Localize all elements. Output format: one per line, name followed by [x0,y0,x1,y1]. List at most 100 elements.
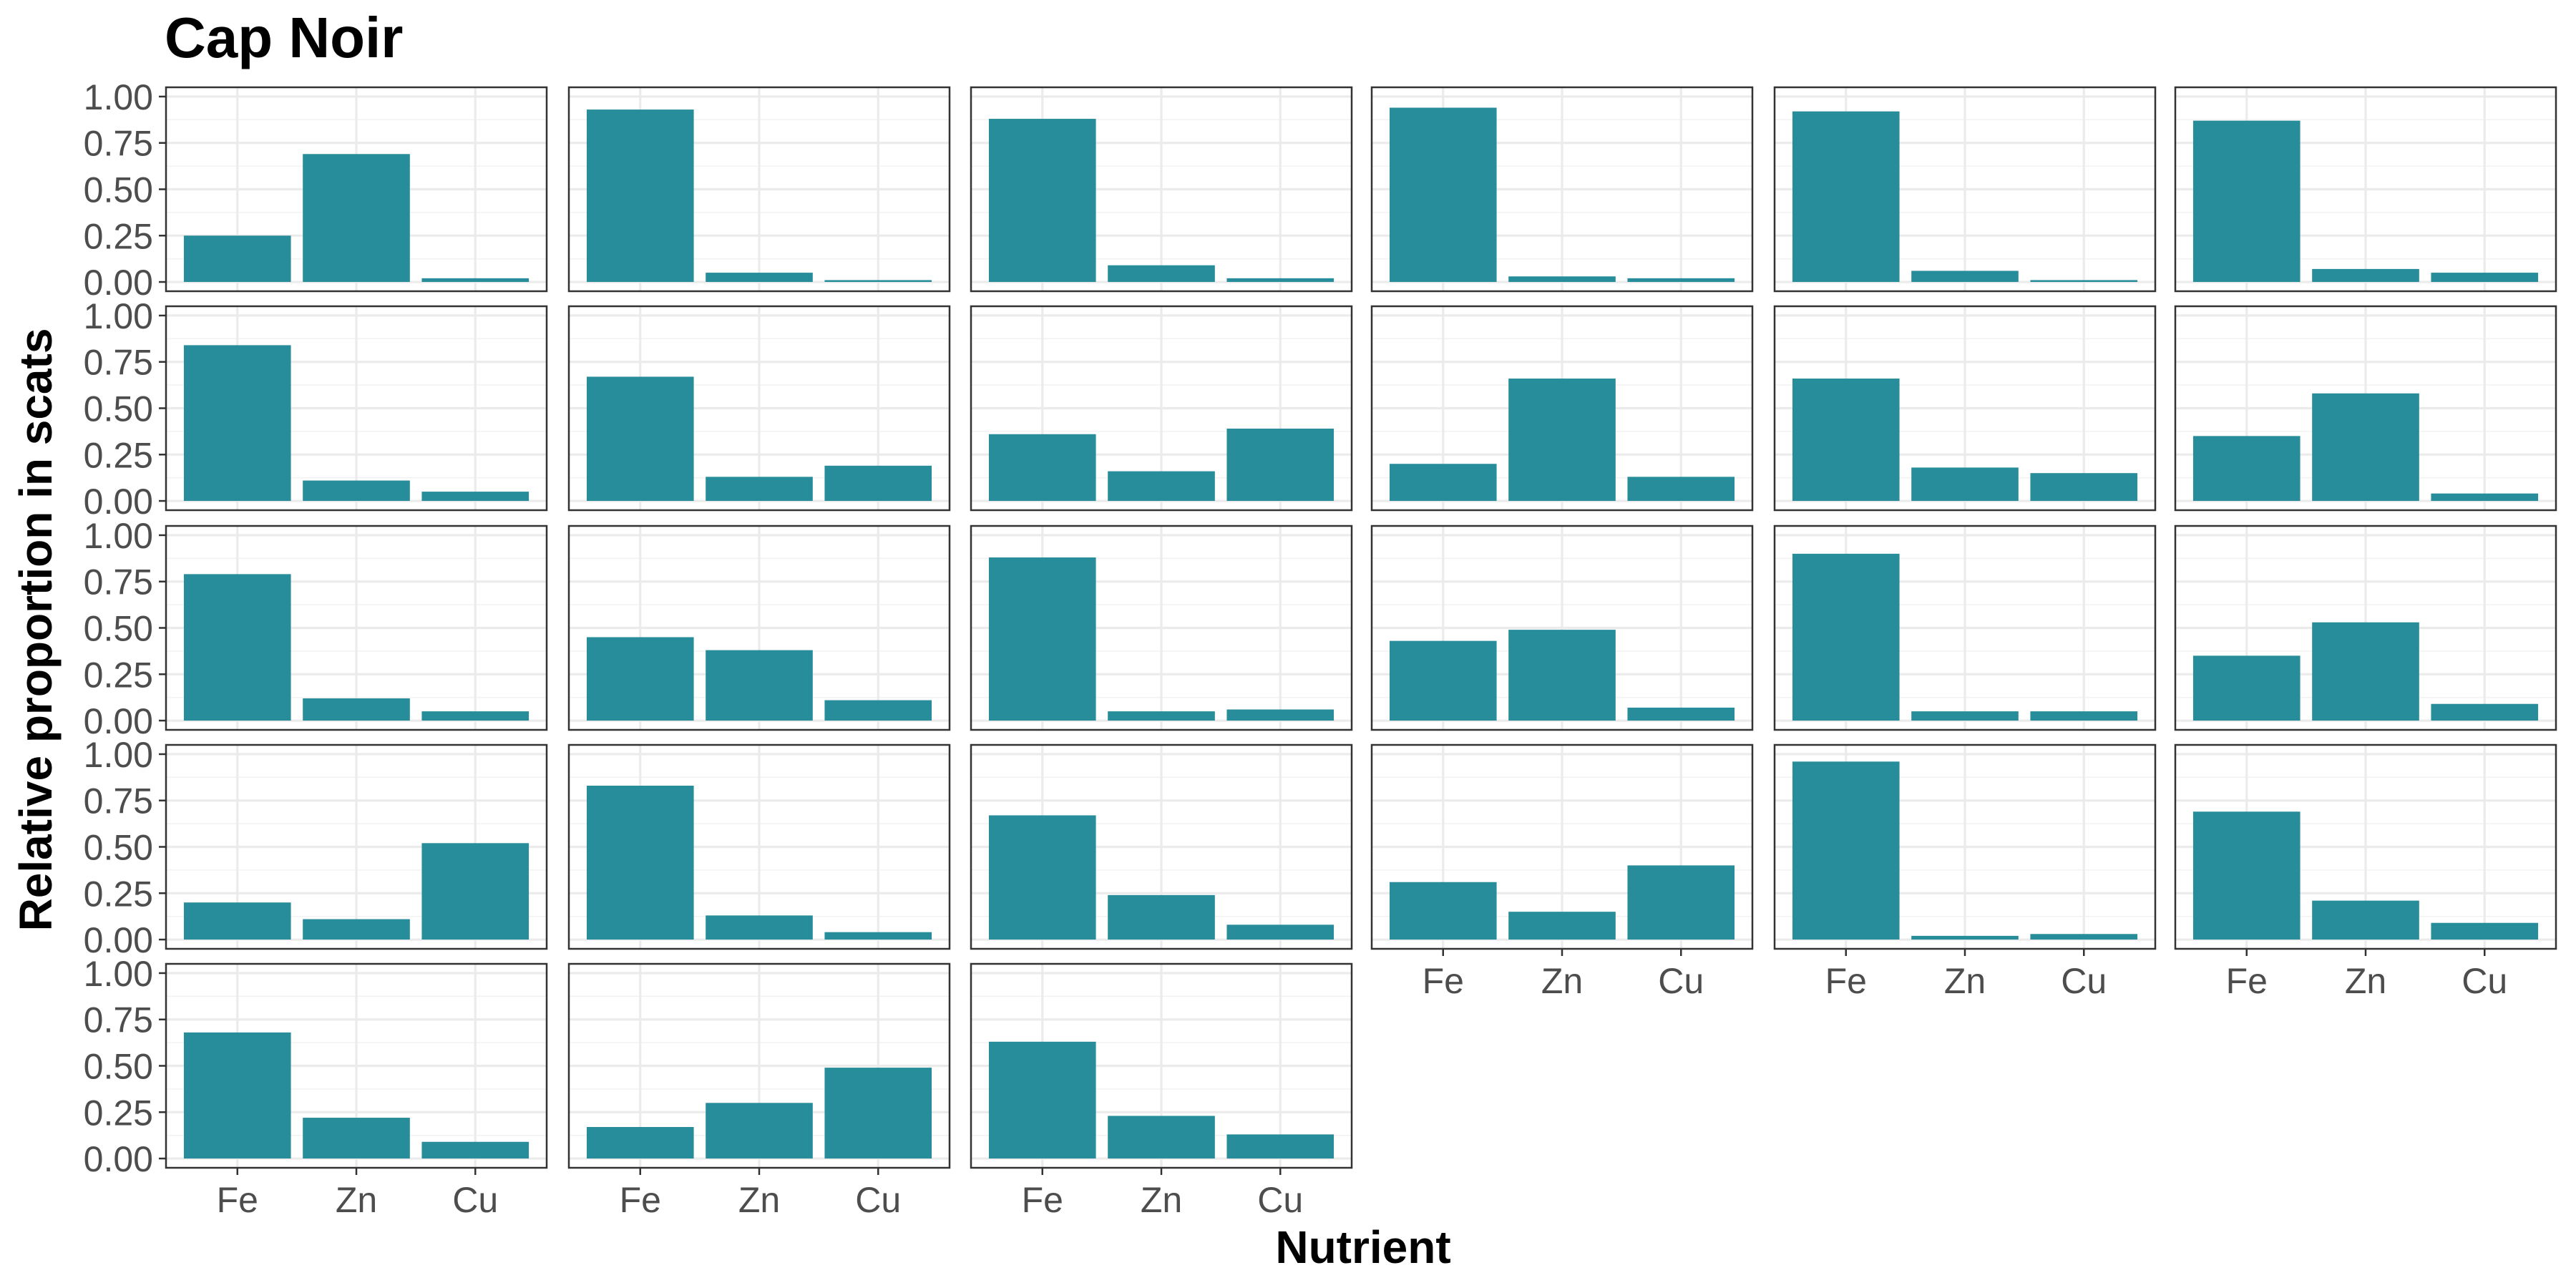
bar-cu [1226,924,1335,940]
panel-27: Fe Zn Cu [970,962,1353,1220]
x-tick-label: Fe [217,1180,258,1220]
facet-panels: 0.000.250.500.751.000.000.250.500.751.00… [84,77,2557,1220]
bar-zn [706,273,813,283]
y-tick-label: 0.25 [84,435,153,475]
bar-fe [2192,655,2301,721]
panel-20 [567,743,951,950]
y-tick-label: 0.50 [84,1047,153,1087]
bar-cu [1226,429,1335,502]
panel-15 [970,525,1353,731]
bar-cu [824,280,932,283]
panel-13: 0.00 0.25 0.50 0.75 1.00 [84,516,548,741]
x-tick-label: Fe [1022,1180,1063,1220]
panel-border [970,525,1353,731]
bar-fe [2192,120,2301,283]
bar-cu [1226,278,1335,283]
bar-zn [2312,268,2419,283]
y-tick-label: 0.00 [84,1139,153,1179]
bar-fe [1389,640,1497,721]
y-tick-label: 0.25 [84,1093,153,1133]
y-axis-title: Relative proportion in scats [10,328,62,932]
y-tick-label: 1.00 [84,954,153,994]
bar-zn [2312,900,2419,940]
y-tick-label: 0.00 [84,263,153,303]
x-tick-label: Zn [738,1180,780,1220]
bar-cu [1226,1134,1335,1159]
y-tick-label: 1.00 [84,77,153,117]
panel-19: 0.00 0.25 0.50 0.75 1.00 [84,735,548,960]
x-tick-label: Zn [1141,1180,1182,1220]
bar-zn [1108,265,1215,283]
bar-cu [1627,477,1735,502]
panel-border [567,86,951,293]
x-tick-label: Fe [620,1180,661,1220]
bar-zn [1508,630,1616,721]
panel-border [970,743,1353,950]
bar-cu [1627,707,1735,721]
bar-fe [183,235,291,283]
bar-cu [2030,711,2138,721]
bar-fe [1792,553,1900,721]
bar-zn [1508,276,1616,283]
y-tick-label: 0.00 [84,920,153,960]
bar-cu [2431,493,2539,502]
bar-fe [586,109,694,283]
y-tick-label: 0.25 [84,216,153,256]
bar-zn [2312,622,2419,721]
y-tick-label: 0.50 [84,170,153,210]
panel-border [2174,525,2557,731]
bar-zn [1108,711,1215,721]
bar-cu [2431,922,2539,940]
bar-zn [1911,270,2019,283]
panel-border [567,525,951,731]
panel-24: Fe Zn Cu [2174,743,2557,1001]
y-tick-label: 0.75 [84,343,153,383]
bar-cu [421,278,530,283]
x-tick-label: Fe [2226,961,2268,1001]
y-tick-label: 1.00 [84,296,153,336]
bar-cu [824,1068,932,1159]
bar-fe [183,1032,291,1159]
bar-cu [421,1141,530,1159]
bar-fe [1792,379,1900,502]
bar-cu [421,711,530,721]
y-tick-label: 0.50 [84,828,153,868]
y-tick-label: 0.00 [84,482,153,522]
bar-fe [586,637,694,721]
bar-fe [988,815,1096,940]
x-tick-label: Zn [336,1180,377,1220]
bar-fe [1792,111,1900,283]
bar-fe [1389,882,1497,940]
x-axis-title: Nutrient [1275,1221,1450,1273]
x-tick-label: Fe [1825,961,1867,1001]
bar-fe [586,1127,694,1159]
bar-zn [303,154,410,283]
bar-zn [303,480,410,502]
y-tick-label: 0.75 [84,124,153,164]
panel-22: Fe Zn Cu [1370,743,1754,1001]
bar-cu [421,492,530,502]
bar-fe [183,902,291,940]
panel-border [1370,305,1754,512]
chart-title: Cap Noir [165,6,403,69]
bar-fe [2192,436,2301,502]
panel-border [567,743,951,950]
y-tick-label: 0.25 [84,874,153,914]
panel-border [2174,305,2557,512]
bar-fe [1389,107,1497,283]
panel-17 [1773,525,2157,731]
bar-zn [2312,393,2419,502]
panel-border [2174,86,2557,293]
bar-fe [183,345,291,502]
bar-fe [586,786,694,940]
panel-7: 0.00 0.25 0.50 0.75 1.00 [84,296,548,522]
panel-4 [1370,86,1754,293]
bar-cu [824,465,932,502]
panel-16 [1370,525,1754,731]
y-tick-label: 1.00 [84,516,153,556]
x-tick-label: Cu [2462,961,2507,1001]
bar-fe [988,119,1096,283]
bar-zn [1911,467,2019,502]
bar-zn [706,650,813,721]
bar-cu [2431,273,2539,283]
